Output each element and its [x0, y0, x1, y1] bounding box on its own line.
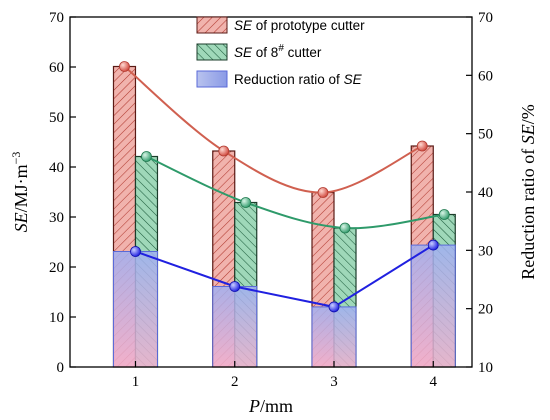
- legend: SE of prototype cutter SE of 8# cutter Red…: [196, 16, 365, 88]
- point-prototype-cutter: [218, 145, 230, 157]
- bar-reduction-ratio: [410, 244, 456, 368]
- y-left-tick-label: 30: [49, 210, 64, 226]
- x-tick-label: 3: [330, 374, 338, 390]
- y-left-tick-label: 20: [49, 260, 64, 276]
- y-left-tick-label: 10: [49, 310, 64, 326]
- bar-reduction-ratio: [112, 251, 158, 368]
- y-left-tick-label: 60: [49, 60, 64, 76]
- x-axis-title: P/mm: [248, 396, 293, 416]
- point-reduction-ratio: [229, 281, 241, 292]
- x-tick-label: 2: [231, 374, 239, 390]
- legend-item-prototype-cutter: SE of prototype cutter: [196, 16, 365, 34]
- x-tick-label: 1: [132, 374, 140, 390]
- y-left-axis-title: SE/MJ·m−3: [9, 152, 31, 233]
- point-reduction-ratio: [328, 301, 340, 313]
- point-8-cutter: [339, 222, 351, 234]
- point-prototype-cutter: [317, 187, 329, 198]
- legend-label: SE of prototype cutter: [234, 18, 365, 33]
- y-right-tick-label: 70: [478, 10, 493, 26]
- point-prototype-cutter: [119, 61, 130, 72]
- point-prototype-cutter: [416, 140, 428, 152]
- legend-swatch: [196, 43, 228, 61]
- point-reduction-ratio: [427, 239, 439, 251]
- y-left-tick-label: 40: [49, 160, 64, 176]
- axes-layer: 0 10 20 30 40 50 60 70 10 20 30 40 50 60 70 1 2 3 4 P/mm SE/…: [9, 10, 538, 416]
- bars-layer: [112, 65, 456, 368]
- legend-item-reduction-ratio: Reduction ratio of SE: [196, 70, 363, 88]
- point-8-cutter: [240, 197, 252, 208]
- point-reduction-ratio: [130, 246, 141, 257]
- legend-swatch: [196, 16, 228, 34]
- bar-reduction-ratio: [311, 306, 357, 368]
- bar-reduction-ratio: [212, 286, 258, 368]
- legend-item-8-cutter: SE of 8# cutter: [196, 43, 322, 61]
- point-8-cutter: [438, 209, 450, 220]
- point-8-cutter: [141, 151, 152, 162]
- y-right-tick-label: 60: [478, 68, 493, 84]
- y-right-tick-label: 30: [478, 243, 493, 259]
- legend-swatch: [196, 70, 228, 88]
- x-tick-label: 4: [430, 374, 438, 390]
- y-right-tick-label: 10: [478, 360, 493, 376]
- line-reduction-ratio: [135, 244, 434, 308]
- y-left-tick-label: 50: [49, 110, 64, 126]
- legend-label: Reduction ratio of SE: [234, 72, 363, 87]
- y-left-tick-label: 0: [57, 360, 65, 376]
- lines-layer: [119, 61, 450, 313]
- y-left-tick-label: 70: [49, 10, 64, 26]
- y-right-tick-label: 40: [478, 185, 493, 201]
- y-right-axis-title: Reduction ratio of SE/%: [518, 104, 538, 279]
- line-prototype-cutter: [123, 65, 423, 194]
- y-right-tick-label: 50: [478, 127, 493, 143]
- legend-label: SE of 8# cutter: [234, 43, 322, 60]
- y-right-tick-label: 20: [478, 302, 493, 318]
- line-8-cutter: [146, 155, 445, 230]
